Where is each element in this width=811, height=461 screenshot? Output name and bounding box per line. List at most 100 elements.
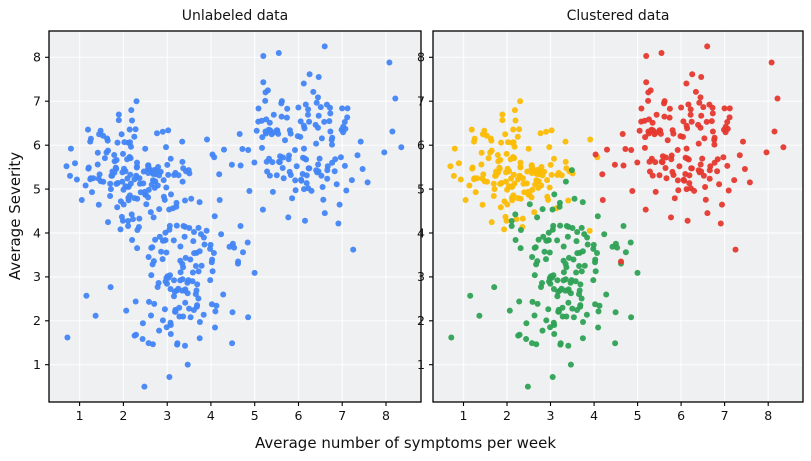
data-point	[216, 171, 223, 178]
scatter-series-unlabeled	[63, 43, 405, 390]
data-point	[700, 172, 707, 179]
x-tick-label: 1	[76, 408, 84, 423]
data-point	[709, 128, 716, 135]
data-point	[142, 145, 149, 152]
data-point	[517, 98, 524, 105]
data-point	[538, 182, 545, 189]
x-tick-label: 7	[721, 408, 729, 423]
data-point	[574, 250, 581, 257]
data-point	[280, 175, 287, 182]
data-point	[599, 171, 606, 178]
data-point	[583, 311, 590, 318]
data-point	[652, 188, 659, 195]
data-point	[161, 237, 168, 244]
data-point	[578, 224, 585, 231]
data-point	[684, 217, 691, 224]
data-point	[541, 248, 548, 255]
data-point	[568, 167, 575, 174]
data-point	[343, 187, 350, 194]
data-point	[628, 314, 635, 321]
data-point	[566, 254, 572, 261]
data-point	[706, 175, 713, 182]
data-point	[255, 105, 262, 112]
data-point	[510, 154, 517, 160]
data-point	[619, 131, 626, 137]
data-point	[544, 193, 551, 200]
y-tick-label: 3	[417, 269, 425, 284]
data-point	[350, 246, 357, 253]
data-point	[167, 331, 174, 337]
data-point	[680, 118, 687, 125]
data-point	[123, 307, 130, 314]
data-point	[495, 158, 502, 165]
data-point	[564, 233, 571, 240]
data-point	[191, 250, 198, 257]
data-point	[301, 145, 307, 152]
data-point	[544, 177, 551, 184]
data-point	[544, 237, 551, 244]
data-point	[565, 197, 572, 204]
data-point	[696, 169, 703, 176]
data-point	[211, 213, 218, 220]
data-point	[167, 286, 174, 292]
data-point	[196, 199, 203, 206]
x-tick-label: 5	[634, 408, 642, 423]
data-point	[276, 159, 283, 166]
data-point	[595, 324, 602, 331]
data-point	[305, 106, 312, 113]
data-point	[546, 249, 553, 256]
data-point	[528, 194, 535, 201]
y-tick-label: 7	[33, 94, 41, 109]
data-point	[646, 116, 652, 123]
data-point	[511, 143, 518, 150]
x-tick-label: 8	[382, 408, 390, 423]
data-point	[666, 114, 673, 121]
data-point	[92, 312, 99, 319]
data-point	[329, 141, 335, 148]
data-point	[548, 127, 555, 134]
data-point	[562, 276, 569, 283]
data-point	[167, 322, 174, 328]
data-point	[642, 134, 649, 141]
data-point	[565, 299, 572, 306]
data-point	[158, 248, 165, 255]
data-point	[251, 269, 258, 276]
data-point	[305, 111, 311, 118]
data-point	[164, 161, 171, 168]
data-point	[89, 189, 95, 196]
data-point	[648, 155, 655, 162]
data-point	[185, 277, 192, 284]
data-point	[700, 104, 707, 111]
data-point	[208, 259, 215, 266]
data-point	[641, 144, 648, 151]
data-point	[502, 178, 509, 185]
data-point	[141, 383, 148, 390]
data-point	[517, 227, 524, 233]
data-point	[268, 131, 275, 138]
data-point	[722, 123, 729, 130]
data-point	[571, 195, 578, 202]
data-point	[107, 180, 114, 187]
plot-border	[432, 30, 804, 403]
data-point	[287, 130, 294, 137]
data-point	[240, 249, 246, 256]
data-point	[300, 154, 306, 161]
data-point	[451, 145, 458, 152]
data-point	[683, 186, 690, 193]
data-point	[117, 226, 124, 233]
data-point	[701, 135, 708, 142]
data-point	[550, 272, 557, 279]
data-point	[529, 340, 535, 347]
data-point	[508, 223, 515, 229]
data-point	[774, 95, 781, 102]
data-point	[656, 172, 663, 179]
data-point	[389, 128, 396, 135]
data-point	[151, 300, 158, 307]
data-point	[503, 169, 509, 176]
data-point	[716, 181, 723, 188]
data-point	[134, 227, 141, 233]
data-point	[510, 192, 517, 199]
data-point	[491, 284, 498, 291]
data-point	[569, 305, 576, 312]
